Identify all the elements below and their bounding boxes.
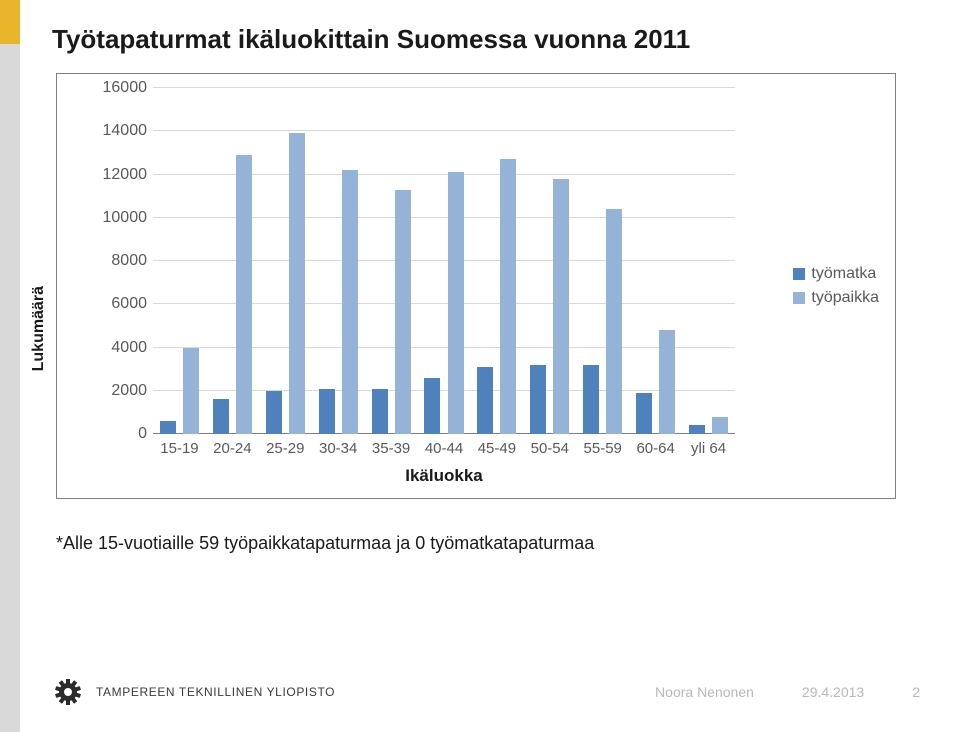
bar-työpaikka [500,159,516,434]
y-tick-label: 12000 [103,166,154,184]
gridline [153,130,735,131]
page-number: 2 [912,684,920,700]
y-tick-label: 16000 [103,79,154,97]
bar-työpaikka [183,348,199,435]
bar-työpaikka [553,179,569,434]
bar-työmatka [689,425,705,434]
legend: työmatka työpaikka [793,259,879,313]
y-tick-label: 4000 [111,339,153,357]
x-tick-label: 35-39 [372,434,410,457]
bar-työmatka [213,399,229,434]
y-tick-label: 0 [138,425,153,443]
gridline [153,87,735,88]
gear-logo-icon [52,676,84,708]
left-accent-highlight [0,0,20,44]
bar-työpaikka [712,417,728,434]
legend-label: työmatka [811,265,876,283]
y-tick-label: 6000 [111,295,153,313]
bar-työmatka [372,389,388,434]
bar-työpaikka [448,172,464,434]
x-tick-label: 50-54 [531,434,569,457]
plot-region: 020004000600080001000012000140001600015-… [153,88,735,434]
x-tick-label: 55-59 [584,434,622,457]
x-tick-label: 60-64 [636,434,674,457]
y-axis-label: Lukumäärä [44,286,62,371]
date: 29.4.2013 [802,684,864,700]
bar-työpaikka [236,155,252,434]
page-title: Työtapaturmat ikäluokittain Suomessa vuo… [52,24,920,55]
x-tick-label: yli 64 [691,434,726,457]
x-tick-label: 30-34 [319,434,357,457]
x-axis-label: Ikäluokka [405,466,483,486]
legend-swatch-icon [793,292,805,304]
bar-työpaikka [659,330,675,434]
y-tick-label: 14000 [103,122,154,140]
bar-työmatka [636,393,652,434]
bar-työmatka [266,391,282,434]
x-tick-label: 40-44 [425,434,463,457]
footnote: *Alle 15-vuotiaille 59 työpaikkatapaturm… [56,533,920,554]
x-tick-label: 45-49 [478,434,516,457]
bar-työpaikka [606,209,622,434]
left-accent-bar [0,0,20,732]
legend-item: työmatka [793,265,879,283]
slide: Työtapaturmat ikäluokittain Suomessa vuo… [0,0,960,732]
bar-työmatka [477,367,493,434]
bar-työmatka [530,365,546,434]
y-tick-label: 2000 [111,382,153,400]
bar-työmatka [424,378,440,434]
bar-työpaikka [342,170,358,434]
x-tick-label: 20-24 [213,434,251,457]
x-tick-label: 25-29 [266,434,304,457]
chart-container: Lukumäärä 020004000600080001000012000140… [56,73,896,499]
legend-swatch-icon [793,268,805,280]
footer-right: Noora Nenonen 29.4.2013 2 [655,684,920,700]
plot-area: 020004000600080001000012000140001600015-… [153,88,735,434]
bar-työpaikka [395,190,411,434]
bar-työpaikka [289,133,305,434]
footer: TAMPEREEN TEKNILLINEN YLIOPISTO Noora Ne… [52,676,920,708]
footer-left: TAMPEREEN TEKNILLINEN YLIOPISTO [52,676,335,708]
bar-työmatka [160,421,176,434]
author: Noora Nenonen [655,684,754,700]
bar-työmatka [583,365,599,434]
legend-label: työpaikka [811,289,879,307]
x-tick-label: 15-19 [160,434,198,457]
university-name: TAMPEREEN TEKNILLINEN YLIOPISTO [96,685,335,699]
bar-työmatka [319,389,335,434]
y-tick-label: 8000 [111,252,153,270]
legend-item: työpaikka [793,289,879,307]
y-tick-label: 10000 [103,209,154,227]
